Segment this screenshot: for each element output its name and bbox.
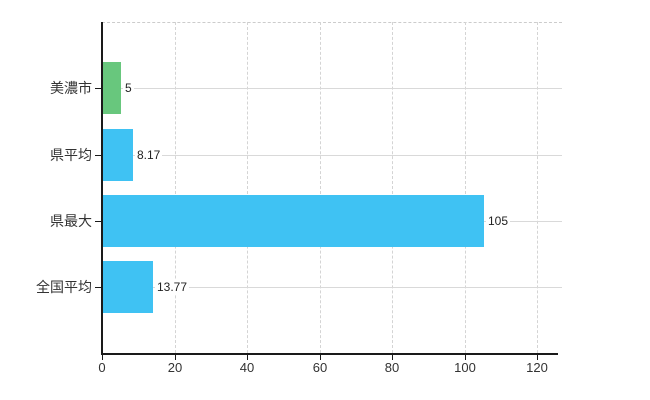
y-tick [95, 155, 102, 156]
grid-line-horizontal [102, 88, 562, 89]
x-tick-label: 120 [526, 360, 548, 375]
category-label: 美濃市 [50, 80, 92, 96]
y-axis-line [101, 22, 103, 355]
x-tick-label: 40 [239, 360, 255, 375]
y-tick [95, 88, 102, 89]
plot-top-border [102, 22, 562, 23]
value-label: 13.77 [155, 280, 190, 294]
grid-line-vertical [320, 22, 321, 353]
grid-line-vertical [175, 22, 176, 353]
category-label: 全国平均 [36, 279, 92, 295]
x-tick-label: 20 [167, 360, 183, 375]
bar [103, 261, 153, 313]
y-tick [95, 221, 102, 222]
value-label: 8.17 [135, 148, 163, 162]
x-tick-label: 80 [384, 360, 400, 375]
category-label: 県最大 [50, 213, 92, 229]
bar [103, 62, 121, 114]
x-tick-label: 60 [312, 360, 328, 375]
category-label: 県平均 [50, 147, 92, 163]
bar [103, 195, 484, 247]
x-tick [465, 355, 466, 360]
value-label: 105 [486, 214, 511, 228]
grid-line-horizontal [102, 287, 562, 288]
x-tick-label: 0 [98, 360, 106, 375]
x-tick [537, 355, 538, 360]
x-tick-label: 100 [454, 360, 476, 375]
value-label: 5 [123, 81, 134, 95]
x-tick [175, 355, 176, 360]
grid-line-horizontal [102, 155, 562, 156]
grid-line-vertical [392, 22, 393, 353]
x-tick [247, 355, 248, 360]
y-tick [95, 287, 102, 288]
x-axis-line [101, 353, 558, 355]
grid-line-vertical [537, 22, 538, 353]
x-tick [102, 355, 103, 360]
x-tick [320, 355, 321, 360]
grid-line-vertical [247, 22, 248, 353]
grid-line-vertical [465, 22, 466, 353]
x-tick [392, 355, 393, 360]
bar [103, 129, 133, 181]
